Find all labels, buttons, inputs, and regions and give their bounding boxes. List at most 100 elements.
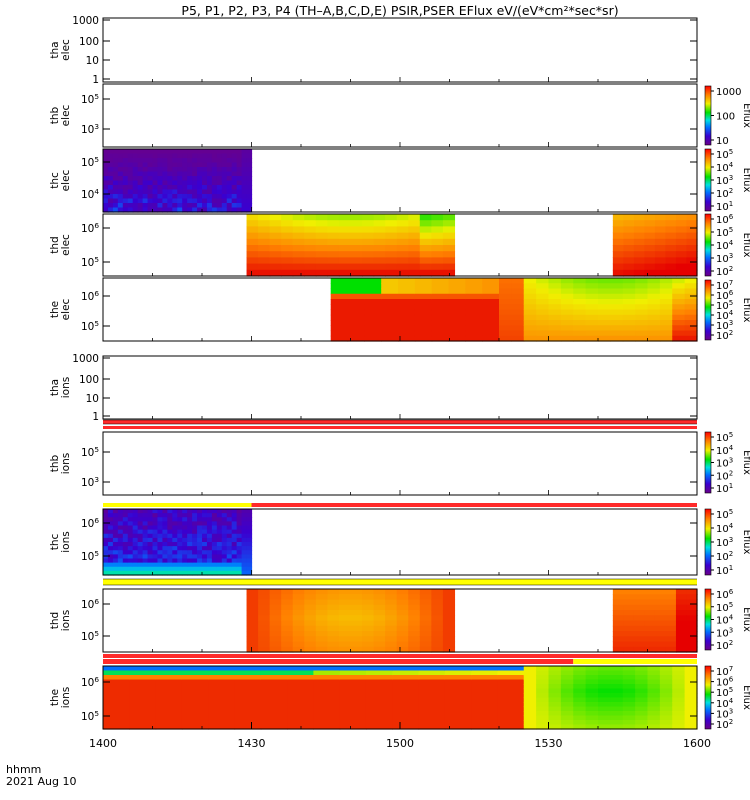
heatmap-cell [304, 620, 317, 627]
heatmap-cell [231, 153, 238, 159]
heatmap-cell [132, 180, 139, 186]
heatmap-cell [122, 525, 129, 531]
heatmap-cell [385, 589, 398, 595]
heatmap [330, 278, 698, 342]
heatmap-cell [623, 245, 635, 252]
heatmap-cell [211, 162, 218, 168]
y-tick-label: 104 [81, 187, 99, 201]
heatmap-cell [398, 320, 416, 326]
heatmap-cell [684, 724, 698, 730]
heatmap-cell [182, 562, 188, 568]
heatmap-cell [216, 194, 223, 200]
heatmap-cell [192, 176, 198, 182]
heatmap-cell [686, 594, 698, 601]
heatmap-cell [623, 220, 635, 227]
heatmap-cell [292, 594, 305, 601]
heatmap-cell [573, 720, 587, 726]
heatmap-cell [327, 636, 340, 643]
heatmap-cell [103, 715, 130, 721]
x-tick-label: 1500 [386, 737, 414, 750]
heatmap-cell [398, 293, 416, 300]
heatmap-cell [202, 180, 208, 186]
heatmap-cell [221, 554, 228, 560]
heatmap-cell [137, 525, 144, 531]
heatmap-cell [269, 263, 282, 271]
colorbar-label-text: Eflux [741, 530, 750, 555]
heatmap-cell [585, 706, 599, 712]
heatmap-cell [364, 283, 382, 290]
heatmap-cell [511, 278, 525, 284]
heatmap-cell [226, 189, 233, 195]
heatmap-cell [573, 288, 587, 295]
heatmap-cell [103, 153, 109, 159]
heatmap-cell [241, 162, 248, 168]
heatmap-cell [672, 702, 686, 708]
heatmap-cell [623, 604, 635, 611]
colorbar-label: Eflux [741, 607, 750, 632]
heatmap-cell [365, 720, 393, 726]
heatmap-cell [373, 620, 386, 627]
heatmap-cell [132, 533, 139, 539]
heatmap-cell [362, 620, 375, 627]
heatmap-cell [187, 203, 193, 209]
heatmap-cell [241, 153, 248, 159]
heatmap-cell [202, 550, 208, 555]
heatmap-cell [419, 631, 432, 637]
heatmap-cell [408, 220, 421, 227]
heatmap-cell [231, 162, 238, 168]
heatmap-cell [234, 688, 262, 694]
heatmap-cell [573, 724, 587, 730]
heatmap-cell [187, 185, 193, 191]
heatmap-cell [573, 293, 587, 300]
heatmap-cell [622, 697, 636, 703]
heatmap-cell [132, 203, 139, 209]
heatmap-cell [350, 245, 363, 252]
heatmap-cell [414, 320, 433, 326]
heatmap-cell [172, 562, 178, 568]
heatmap-cell [304, 625, 317, 632]
heatmap-cell [281, 636, 294, 643]
heatmap-cell [644, 269, 656, 277]
heatmap-cell [647, 675, 661, 681]
heatmap-cell [172, 167, 178, 173]
heatmap-cell [471, 711, 499, 717]
heatmap-cell [431, 320, 450, 326]
heatmap-cell [560, 715, 574, 721]
heatmap-cell [172, 550, 178, 555]
heatmap-cell [142, 537, 149, 543]
heatmap-cell [187, 189, 193, 195]
heatmap-cell [129, 679, 157, 685]
heatmap-cell [226, 207, 233, 213]
heatmap-cell [665, 620, 677, 627]
heatmap-cell [281, 631, 294, 637]
heatmap-cell [573, 693, 587, 699]
y-tick-label: 106 [81, 221, 99, 235]
heatmap-cell [610, 288, 624, 295]
heatmap-cell [142, 198, 149, 204]
heatmap-cell [523, 314, 537, 321]
heatmap-cell [499, 299, 512, 305]
heatmap-cell [122, 558, 129, 564]
heatmap-cell [313, 724, 341, 730]
heatmap-cell [202, 509, 208, 514]
heatmap-cell [162, 203, 168, 209]
heatmap-cell [418, 693, 446, 699]
heatmap-cell [414, 314, 433, 321]
heatmap-cell [269, 214, 282, 221]
heatmap-cell [258, 594, 271, 601]
heatmap-cell [206, 167, 213, 173]
heatmap-cell [127, 189, 134, 195]
heatmap-cell [132, 207, 139, 213]
heatmap-cell [448, 278, 466, 284]
status-bar-segment [103, 420, 697, 424]
heatmap-cell [419, 214, 432, 221]
heatmap-cell [327, 610, 340, 616]
heatmap-cell [304, 257, 317, 265]
heatmap-cell [315, 641, 328, 648]
heatmap-cell [350, 631, 363, 637]
ylabel-line-1: thb [49, 106, 61, 124]
heatmap-cell [260, 679, 288, 685]
heatmap-cell [127, 562, 134, 568]
